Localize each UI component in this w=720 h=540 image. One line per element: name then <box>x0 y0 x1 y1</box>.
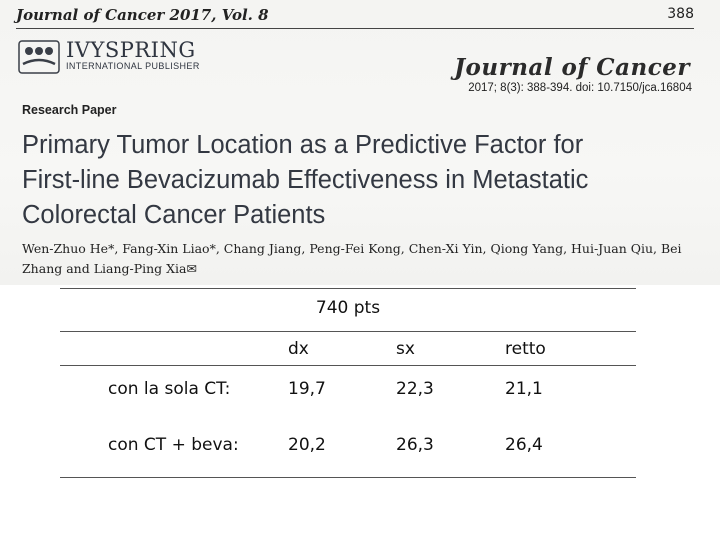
column-header-retto: retto <box>505 339 546 359</box>
citation: 2017; 8(3): 388-394. doi: 10.7150/jca.16… <box>468 82 692 94</box>
table-cell: 20,2 <box>288 435 326 455</box>
paper-header-scan: Journal of Cancer 2017, Vol. 8 388 IVYSP… <box>0 0 720 285</box>
header-divider <box>16 28 694 29</box>
column-header-sx: sx <box>396 339 415 359</box>
row-label: con la sola CT: <box>108 379 231 399</box>
table-header-rule <box>60 365 636 366</box>
publisher-subtitle: INTERNATIONAL PUBLISHER <box>66 61 200 71</box>
author-list: Wen-Zhuo He*, Fang-Xin Liao*, Chang Jian… <box>22 239 702 279</box>
row-label: con CT + beva: <box>108 435 239 455</box>
table-caption-rule <box>60 331 636 332</box>
ivyspring-logo-icon <box>18 40 60 74</box>
table-cell: 26,4 <box>505 435 543 455</box>
title-line: Primary Tumor Location as a Predictive F… <box>22 131 584 159</box>
paper-title: Primary Tumor Location as a Predictive F… <box>22 128 682 233</box>
table-cell: 26,3 <box>396 435 434 455</box>
table-cell: 19,7 <box>288 379 326 399</box>
journal-logo: Journal of Cancer <box>454 54 690 81</box>
table-cell: 21,1 <box>505 379 543 399</box>
table-top-rule <box>60 288 636 289</box>
journal-header: Journal of Cancer 2017, Vol. 8 <box>16 6 269 24</box>
column-header-dx: dx <box>288 339 309 359</box>
publisher-name: IVYSPRING <box>66 38 196 62</box>
title-line: First-line Bevacizumab Effectiveness in … <box>22 166 589 194</box>
page-number: 388 <box>667 6 694 22</box>
table-caption: 740 pts <box>315 298 381 318</box>
author-line: Wen-Zhuo He*, Fang-Xin Liao*, Chang Jian… <box>22 241 682 256</box>
author-line: Zhang and Liang-Ping Xia✉ <box>22 261 197 276</box>
table-bottom-rule <box>60 477 636 478</box>
table-cell: 22,3 <box>396 379 434 399</box>
title-line: Colorectal Cancer Patients <box>22 201 326 229</box>
paper-type: Research Paper <box>22 103 117 117</box>
